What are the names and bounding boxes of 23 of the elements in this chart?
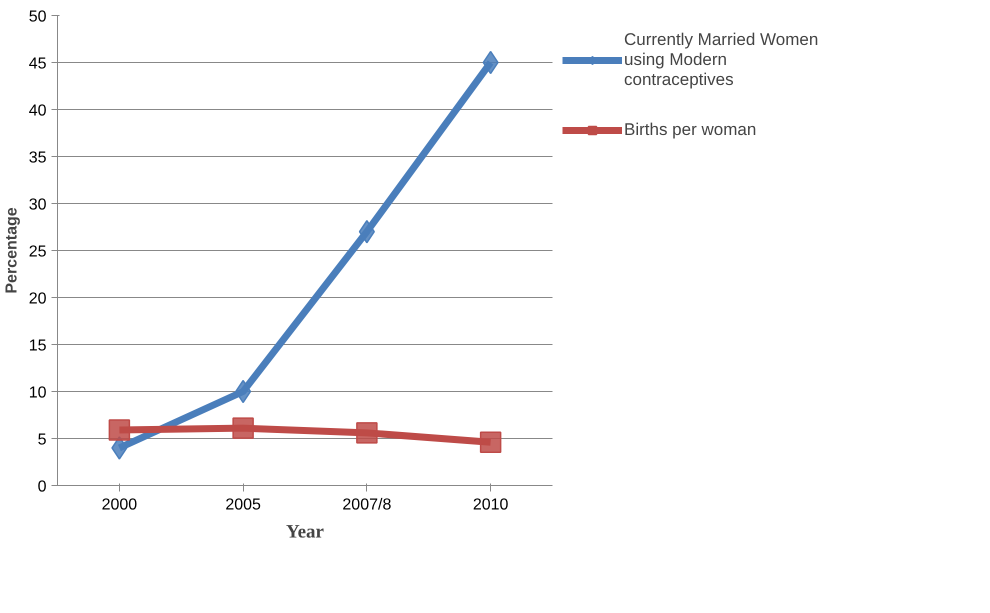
x-tick-label: 2000 [102,496,138,514]
point [480,432,502,454]
y-tick-label: 40 [28,102,47,120]
point [108,419,130,441]
y-tick-label: 15 [28,338,47,354]
y-tick-label: 5 [38,432,47,448]
y-tick-label: 35 [28,150,47,166]
y-tick-label: 20 [28,290,47,308]
y-tick-label: 10 [28,384,47,402]
y-tick-label: 50 [28,8,47,26]
x-tick-label: 2007/8 [342,496,392,514]
y-tick-label: 25 [28,244,47,260]
point [232,417,254,439]
y-tick-label: 45 [28,56,47,72]
point [356,422,378,444]
x-axis-title: Year [286,522,325,542]
legend-label: Currently Married Women using Modern contraceptives [624,30,818,90]
y-tick-label: 0 [38,478,47,496]
x-tick-label: 2010 [472,496,509,514]
x-tick-label: 2005 [225,496,262,514]
y-axis-title: Percentage [4,207,21,294]
legend-label: Births per woman [624,120,756,140]
y-tick-label: 30 [28,196,47,214]
